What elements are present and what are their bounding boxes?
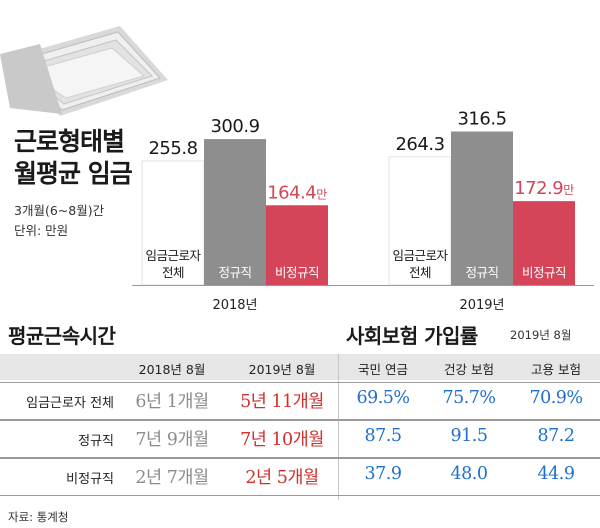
pension-irregular: 37.9 bbox=[364, 464, 402, 484]
header-health: 건강 보험 bbox=[444, 362, 494, 377]
group-label-0: 2018년 bbox=[212, 298, 257, 313]
chart-title-line-1: 근로형태별 bbox=[14, 127, 125, 156]
chart-title: 근로형태별 월평균 임금 bbox=[14, 126, 133, 190]
section-divider bbox=[338, 354, 339, 500]
health-all: 75.7% bbox=[442, 388, 496, 408]
insurance-title: 사회보험 가입률 bbox=[346, 324, 478, 348]
value-label-regular-0: 300.9 bbox=[210, 116, 259, 137]
pension-regular: 87.5 bbox=[364, 426, 402, 446]
chart-title-line-2: 월평균 임금 bbox=[14, 159, 133, 188]
source-note: 자료: 통계청 bbox=[8, 510, 69, 524]
table-row bbox=[0, 382, 600, 420]
value-label-all-1: 264.3 bbox=[395, 134, 444, 155]
header-pension: 국민 연금 bbox=[358, 362, 408, 377]
tenure-2019-regular: 7년 10개월 bbox=[240, 430, 324, 450]
header-tenure-2019: 2019년 8월 bbox=[248, 362, 316, 377]
value-label-irregular-1: 172.9만 bbox=[514, 178, 574, 199]
value-label-all-0: 255.8 bbox=[148, 138, 197, 159]
tenure-2018-irregular: 2년 7개월 bbox=[135, 468, 209, 488]
row-label-regular: 정규직 bbox=[78, 434, 114, 449]
tenure-2018-regular: 7년 9개월 bbox=[135, 430, 209, 450]
series-label-all-1: 전체 bbox=[409, 265, 431, 280]
bar-regular-1 bbox=[451, 131, 513, 285]
series-label-regular-1: 정규직 bbox=[465, 265, 498, 280]
employment-irregular: 44.9 bbox=[537, 464, 575, 484]
bar-regular-0 bbox=[204, 139, 266, 285]
table-header-band bbox=[0, 354, 600, 380]
value-label-regular-1: 316.5 bbox=[457, 108, 506, 129]
value-label-irregular-0: 164.4만 bbox=[267, 182, 327, 203]
series-label-regular-0: 정규직 bbox=[218, 265, 251, 280]
bar-irregular-0 bbox=[266, 205, 328, 285]
series-label-irregular-0: 비정규직 bbox=[275, 265, 319, 280]
tenure-2018-all: 6년 1개월 bbox=[135, 392, 209, 412]
health-irregular: 48.0 bbox=[450, 464, 488, 484]
header-tenure-2018: 2018년 8월 bbox=[138, 362, 206, 377]
series-label-all-0: 전체 bbox=[162, 265, 184, 280]
insurance-subtitle: 2019년 8월 bbox=[510, 328, 572, 342]
chart-notes: 3개월(6~8월)간 단위: 만원 bbox=[14, 201, 104, 241]
employment-regular: 87.2 bbox=[537, 426, 575, 446]
bar-irregular-1 bbox=[513, 201, 575, 285]
chart-unit-note: 단위: 만원 bbox=[14, 223, 69, 238]
tenure-2019-irregular: 2년 5개월 bbox=[245, 468, 319, 488]
series-label-all-1: 임금근로자 bbox=[392, 248, 448, 263]
series-label-all-0: 임금근로자 bbox=[145, 248, 201, 263]
group-label-1: 2019년 bbox=[459, 298, 504, 313]
bar-all-1 bbox=[388, 156, 452, 286]
row-label-irregular: 비정규직 bbox=[66, 472, 114, 487]
header-employment: 고용 보험 bbox=[531, 362, 581, 377]
tenure-title: 평균근속시간 bbox=[8, 324, 116, 348]
pension-all: 69.5% bbox=[356, 388, 410, 408]
table-row bbox=[0, 420, 600, 458]
row-label-all: 임금근로자 전체 bbox=[26, 396, 114, 411]
chart-period-note: 3개월(6~8월)간 bbox=[14, 203, 105, 218]
value-unit-suffix: 만 bbox=[316, 187, 327, 201]
value-unit-suffix: 만 bbox=[563, 183, 574, 197]
employment-all: 70.9% bbox=[529, 388, 583, 408]
series-label-irregular-1: 비정규직 bbox=[522, 265, 566, 280]
tenure-2019-all: 5년 11개월 bbox=[240, 392, 324, 412]
health-regular: 91.5 bbox=[450, 426, 488, 446]
table-row bbox=[0, 458, 600, 496]
money-envelope-illustration bbox=[0, 26, 168, 116]
chart-baseline bbox=[132, 285, 594, 286]
